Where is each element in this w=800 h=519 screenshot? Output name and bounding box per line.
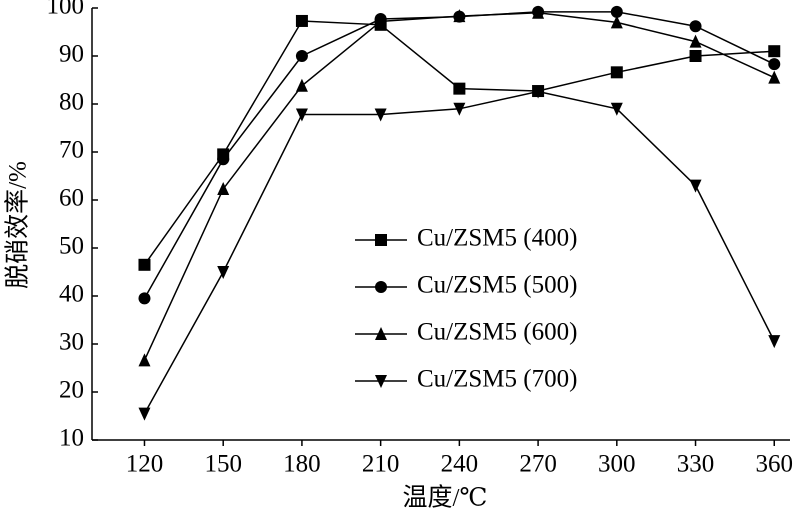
marker xyxy=(295,50,308,62)
marker xyxy=(295,14,308,27)
legend-label: Cu/ZSM5 (600) xyxy=(417,319,577,346)
y-tick-label: 20 xyxy=(59,377,84,404)
x-axis-label: 温度/℃ xyxy=(403,484,488,512)
marker xyxy=(689,50,702,62)
marker xyxy=(295,108,308,122)
marker xyxy=(138,292,151,305)
marker xyxy=(453,82,466,95)
y-tick-label: 90 xyxy=(59,41,84,68)
marker xyxy=(768,70,781,84)
y-tick-label: 70 xyxy=(59,137,84,164)
marker xyxy=(375,327,387,340)
legend-label: Cu/ZSM5 (700) xyxy=(417,366,577,393)
marker xyxy=(217,153,230,166)
marker xyxy=(138,258,151,271)
marker xyxy=(768,335,781,349)
marker xyxy=(374,14,387,28)
y-tick-label: 100 xyxy=(47,0,85,20)
marker xyxy=(532,85,545,99)
marker xyxy=(453,9,466,23)
marker xyxy=(295,78,308,92)
series-line xyxy=(143,11,775,299)
marker xyxy=(689,34,702,48)
marker xyxy=(375,375,387,388)
marker xyxy=(217,266,230,279)
series-line xyxy=(143,12,775,361)
x-tick-label: 120 xyxy=(126,451,164,478)
x-tick-label: 360 xyxy=(756,451,794,478)
x-tick-label: 150 xyxy=(204,451,242,478)
y-tick-label: 80 xyxy=(59,89,84,116)
x-tick-label: 330 xyxy=(677,451,715,478)
x-tick-label: 210 xyxy=(362,451,400,478)
y-axis-label: 脱硝效率/% xyxy=(4,161,32,289)
y-tick-label: 60 xyxy=(59,185,84,212)
marker xyxy=(375,281,387,293)
y-tick-label: 40 xyxy=(59,281,84,308)
marker xyxy=(768,58,781,71)
marker xyxy=(217,181,230,195)
marker xyxy=(610,102,623,116)
marker xyxy=(610,15,623,29)
x-tick-label: 300 xyxy=(598,451,636,478)
legend-label: Cu/ZSM5 (400) xyxy=(417,225,577,252)
marker xyxy=(453,102,466,116)
x-tick-label: 270 xyxy=(519,451,557,478)
marker xyxy=(610,5,623,18)
y-tick-label: 30 xyxy=(59,329,84,356)
marker xyxy=(768,45,781,58)
x-tick-label: 240 xyxy=(441,451,479,478)
marker xyxy=(689,20,702,33)
legend-label: Cu/ZSM5 (500) xyxy=(417,272,577,299)
marker xyxy=(532,5,545,19)
y-tick-label: 10 xyxy=(59,425,84,452)
marker xyxy=(610,66,623,79)
marker xyxy=(689,179,702,193)
y-tick-label: 50 xyxy=(59,233,84,260)
marker xyxy=(138,353,151,367)
marker xyxy=(375,234,387,246)
marker xyxy=(138,407,151,421)
marker xyxy=(374,108,387,122)
x-tick-label: 180 xyxy=(283,451,321,478)
